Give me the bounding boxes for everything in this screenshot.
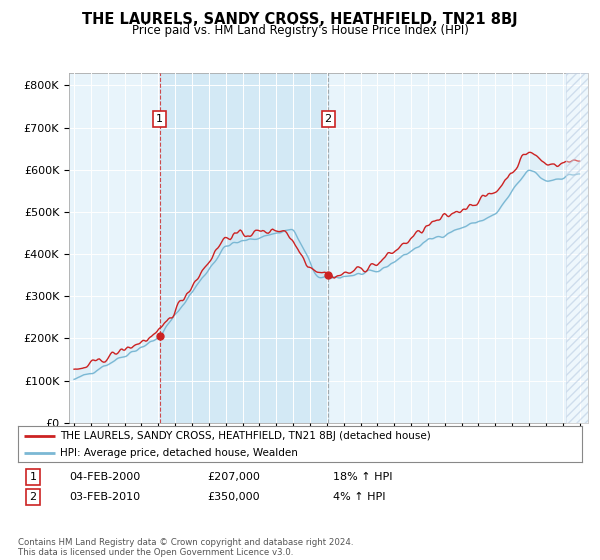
Text: 4% ↑ HPI: 4% ↑ HPI <box>333 492 386 502</box>
Text: £350,000: £350,000 <box>207 492 260 502</box>
Text: 2: 2 <box>325 114 332 124</box>
Text: 03-FEB-2010: 03-FEB-2010 <box>69 492 140 502</box>
Text: Price paid vs. HM Land Registry's House Price Index (HPI): Price paid vs. HM Land Registry's House … <box>131 24 469 36</box>
Text: 1: 1 <box>156 114 163 124</box>
Text: £207,000: £207,000 <box>207 472 260 482</box>
Text: 2: 2 <box>29 492 37 502</box>
Text: 04-FEB-2000: 04-FEB-2000 <box>69 472 140 482</box>
Text: Contains HM Land Registry data © Crown copyright and database right 2024.
This d: Contains HM Land Registry data © Crown c… <box>18 538 353 557</box>
Text: 18% ↑ HPI: 18% ↑ HPI <box>333 472 392 482</box>
Text: THE LAURELS, SANDY CROSS, HEATHFIELD, TN21 8BJ: THE LAURELS, SANDY CROSS, HEATHFIELD, TN… <box>82 12 518 27</box>
Text: 1: 1 <box>29 472 37 482</box>
Text: THE LAURELS, SANDY CROSS, HEATHFIELD, TN21 8BJ (detached house): THE LAURELS, SANDY CROSS, HEATHFIELD, TN… <box>60 431 431 441</box>
Bar <box>160 73 328 423</box>
Text: HPI: Average price, detached house, Wealden: HPI: Average price, detached house, Weal… <box>60 448 298 458</box>
